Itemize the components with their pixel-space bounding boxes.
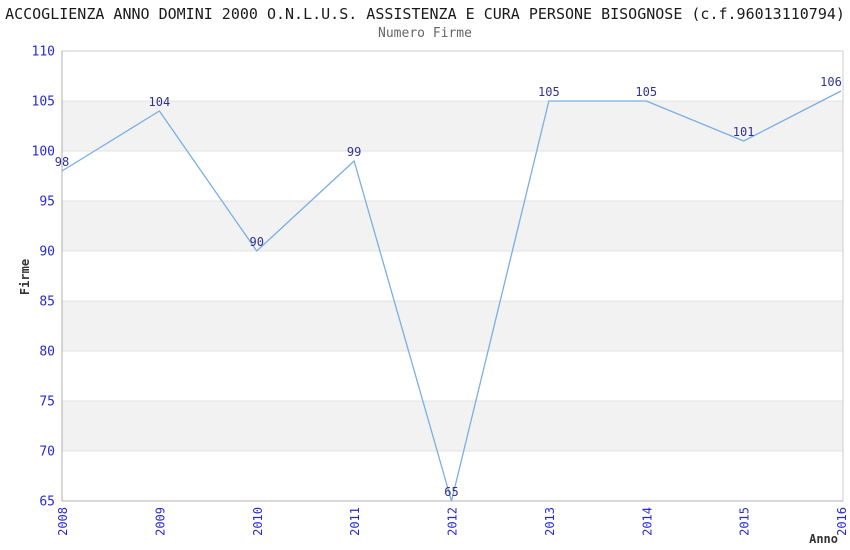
grid-band bbox=[62, 101, 843, 151]
x-tick-label: 2010 bbox=[251, 507, 265, 536]
data-point-label: 101 bbox=[733, 125, 755, 139]
x-tick-label: 2015 bbox=[738, 507, 752, 536]
x-tick-label: 2016 bbox=[835, 507, 849, 536]
y-tick-label: 75 bbox=[39, 395, 55, 410]
x-axis-title: Anno bbox=[809, 532, 838, 546]
chart-subtitle: Numero Firme bbox=[378, 26, 472, 41]
data-point-label: 90 bbox=[250, 235, 264, 249]
data-point-label: 65 bbox=[444, 485, 458, 499]
y-tick-label: 100 bbox=[32, 145, 55, 160]
y-tick-label: 105 bbox=[32, 95, 55, 110]
y-axis-title: Firme bbox=[18, 258, 32, 296]
y-tick-label: 95 bbox=[39, 195, 55, 210]
chart-title: ACCOGLIENZA ANNO DOMINI 2000 O.N.L.U.S. … bbox=[5, 5, 845, 23]
data-point-label: 104 bbox=[149, 95, 171, 109]
grid-band bbox=[62, 201, 843, 251]
y-tick-label: 70 bbox=[39, 445, 55, 460]
x-tick-label: 2014 bbox=[640, 507, 654, 536]
y-tick-label: 80 bbox=[39, 345, 55, 360]
grid-band bbox=[62, 401, 843, 451]
data-point-label: 105 bbox=[538, 85, 560, 99]
x-tick-label: 2012 bbox=[446, 507, 460, 536]
x-tick-label: 2013 bbox=[543, 507, 557, 536]
y-tick-label: 65 bbox=[39, 495, 55, 510]
data-point-label: 105 bbox=[635, 85, 657, 99]
data-point-label: 98 bbox=[55, 155, 69, 169]
grid-band bbox=[62, 301, 843, 351]
x-tick-label: 2008 bbox=[56, 507, 70, 536]
data-point-label: 99 bbox=[347, 145, 361, 159]
y-tick-label: 90 bbox=[39, 245, 55, 260]
data-point-label: 106 bbox=[820, 75, 842, 89]
x-tick-label: 2009 bbox=[153, 507, 167, 536]
y-tick-label: 85 bbox=[39, 295, 55, 310]
data-line bbox=[61, 90, 842, 502]
x-tick-label: 2011 bbox=[348, 507, 362, 536]
y-tick-label: 110 bbox=[32, 45, 55, 60]
